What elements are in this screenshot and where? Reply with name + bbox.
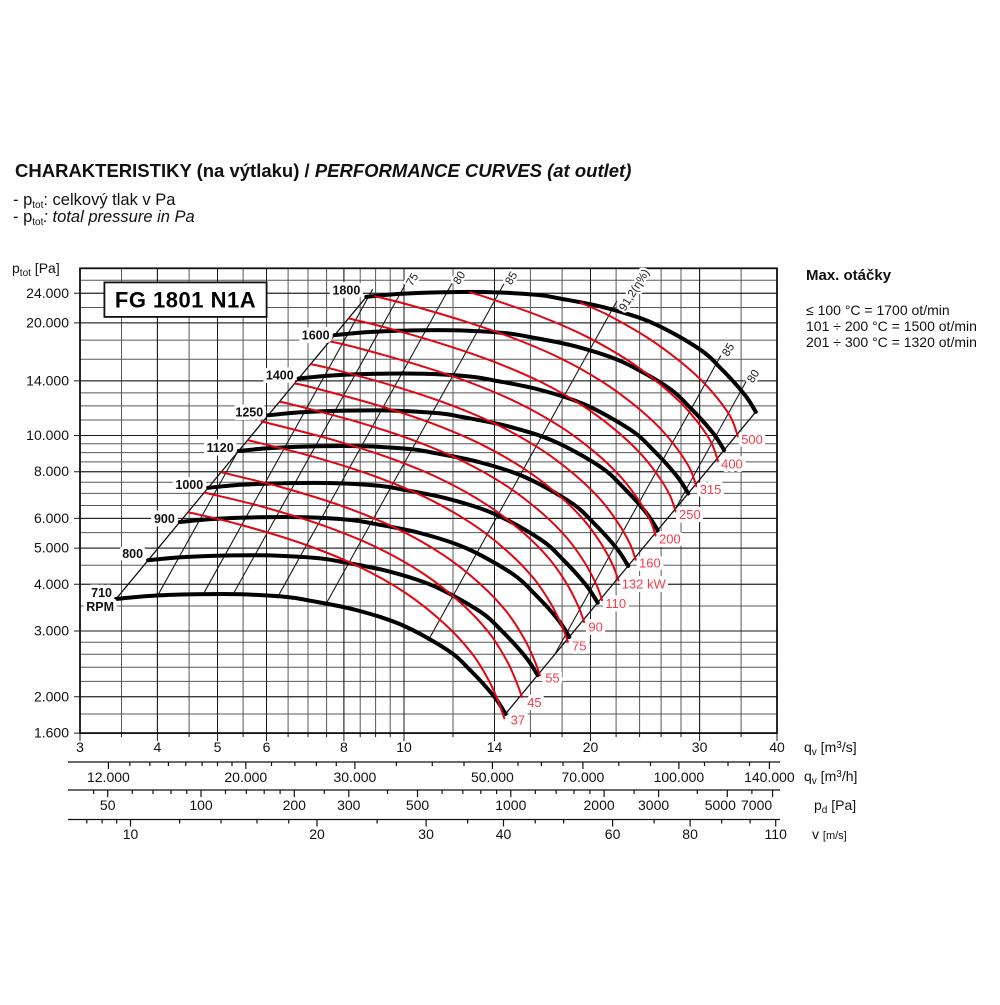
svg-text:1000: 1000: [495, 797, 526, 813]
svg-text:80: 80: [682, 826, 698, 842]
svg-text:132 kW: 132 kW: [622, 576, 667, 591]
svg-text:110: 110: [765, 826, 788, 842]
svg-text:1250: 1250: [235, 405, 263, 419]
svg-text:14.000: 14.000: [26, 372, 69, 388]
svg-text:4: 4: [154, 739, 162, 755]
svg-text:300: 300: [337, 797, 361, 813]
svg-text:3.000: 3.000: [34, 623, 69, 639]
svg-text:30.000: 30.000: [333, 769, 376, 785]
svg-text:200: 200: [283, 797, 307, 813]
svg-text:20.000: 20.000: [26, 314, 69, 330]
svg-text:100: 100: [189, 797, 213, 813]
svg-text:1120: 1120: [207, 441, 234, 455]
svg-text:1600: 1600: [302, 329, 330, 343]
svg-text:110: 110: [605, 596, 626, 611]
svg-text:CHARAKTERISTIKY (na výtlaku) /: CHARAKTERISTIKY (na výtlaku) / PERFORMAN…: [15, 160, 631, 181]
svg-text:55: 55: [545, 671, 559, 686]
svg-text:40: 40: [769, 739, 785, 755]
svg-text:10: 10: [123, 826, 139, 842]
svg-text:3000: 3000: [638, 797, 669, 813]
svg-text:50: 50: [100, 797, 116, 813]
svg-text:12.000: 12.000: [87, 769, 130, 785]
svg-text:4.000: 4.000: [34, 576, 69, 592]
svg-text:5000: 5000: [705, 797, 736, 813]
svg-text:8: 8: [340, 739, 348, 755]
svg-text:500: 500: [406, 797, 430, 813]
svg-text:1400: 1400: [266, 369, 294, 383]
svg-text:Max. otáčky: Max. otáčky: [806, 267, 892, 284]
svg-text:45: 45: [527, 695, 541, 710]
svg-text:20.000: 20.000: [224, 769, 267, 785]
svg-text:30: 30: [692, 739, 708, 755]
svg-text:800: 800: [122, 547, 143, 561]
svg-text:7000: 7000: [741, 797, 772, 813]
svg-text:201 ÷ 300 °C = 1320 ot/min: 201 ÷ 300 °C = 1320 ot/min: [806, 334, 977, 350]
svg-text:5: 5: [214, 739, 222, 755]
svg-text:37: 37: [511, 713, 525, 728]
svg-text:10: 10: [396, 739, 412, 755]
svg-text:710: 710: [91, 586, 112, 600]
svg-text:140.000: 140.000: [744, 769, 795, 785]
svg-text:v [m/s]: v [m/s]: [812, 826, 847, 842]
svg-text:8.000: 8.000: [34, 463, 69, 479]
svg-text:315: 315: [700, 482, 722, 497]
svg-text:6.000: 6.000: [34, 510, 69, 526]
svg-text:5.000: 5.000: [34, 540, 69, 556]
svg-text:250: 250: [679, 507, 701, 522]
svg-text:2000: 2000: [584, 797, 615, 813]
svg-text:- ptot: total pressure in Pa: - ptot: total pressure in Pa: [13, 208, 195, 228]
svg-text:90: 90: [588, 619, 602, 634]
svg-text:RPM: RPM: [86, 600, 114, 614]
svg-text:900: 900: [154, 512, 175, 526]
svg-text:20: 20: [583, 739, 599, 755]
svg-text:24.000: 24.000: [26, 285, 69, 301]
svg-text:50.000: 50.000: [471, 769, 514, 785]
svg-text:101 ÷ 200 °C = 1500 ot/min: 101 ÷ 200 °C = 1500 ot/min: [806, 318, 977, 334]
svg-text:qv [m3/s]: qv [m3/s]: [804, 739, 857, 758]
svg-text:200: 200: [659, 531, 681, 546]
svg-text:60: 60: [605, 826, 621, 842]
svg-text:1000: 1000: [175, 478, 203, 492]
svg-text:10.000: 10.000: [26, 427, 69, 443]
svg-text:qv [m3/h]: qv [m3/h]: [804, 768, 857, 787]
svg-text:3: 3: [76, 739, 84, 755]
svg-text:≤ 100 °C = 1700 ot/min: ≤ 100 °C = 1700 ot/min: [806, 302, 950, 318]
svg-text:75: 75: [572, 639, 586, 654]
svg-text:40: 40: [496, 826, 512, 842]
svg-text:6: 6: [263, 739, 271, 755]
svg-text:1.600: 1.600: [34, 725, 69, 741]
svg-text:70.000: 70.000: [561, 769, 604, 785]
svg-text:500: 500: [741, 432, 763, 447]
svg-text:20: 20: [309, 826, 325, 842]
svg-text:1800: 1800: [332, 283, 360, 297]
svg-text:30: 30: [418, 826, 434, 842]
svg-text:- ptot: celkový tlak v Pa: - ptot: celkový tlak v Pa: [13, 191, 176, 211]
svg-text:100.000: 100.000: [654, 769, 705, 785]
svg-text:FG 1801 N1A: FG 1801 N1A: [115, 288, 256, 313]
svg-text:160: 160: [639, 556, 661, 571]
svg-text:2.000: 2.000: [34, 688, 69, 704]
svg-text:14: 14: [487, 739, 503, 755]
svg-text:400: 400: [721, 456, 743, 471]
